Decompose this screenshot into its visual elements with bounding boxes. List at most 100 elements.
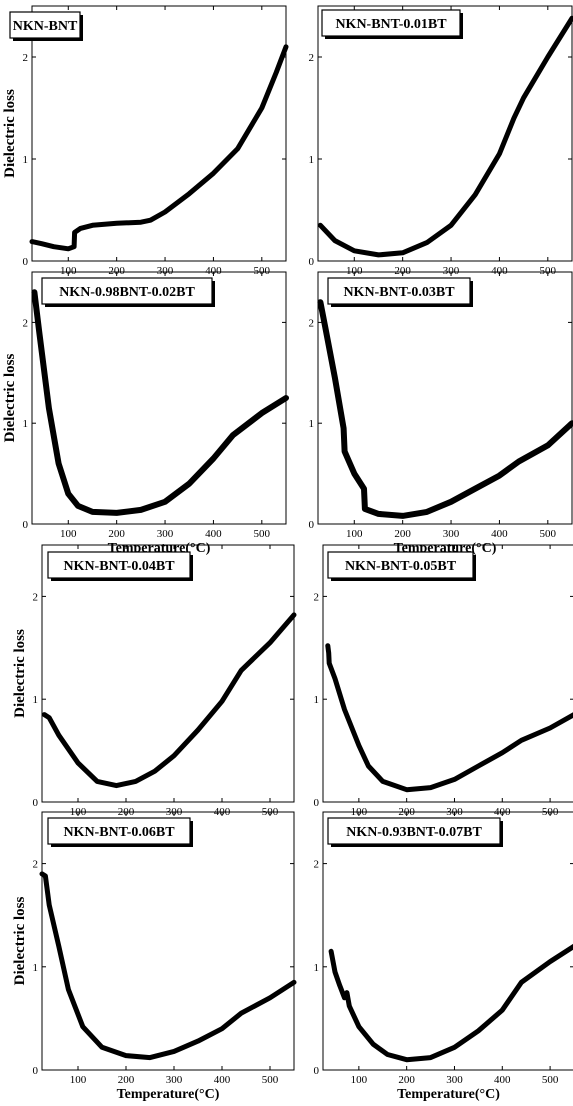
y-tick-label: 0 (309, 256, 315, 268)
panel-title: NKN-BNT-0.05BT (345, 559, 457, 574)
loss-curve (317, 299, 573, 519)
y-tick-label: 0 (33, 1065, 39, 1077)
loss-curve (31, 289, 289, 516)
y-tick-label: 1 (33, 962, 39, 974)
x-tick-label: 400 (205, 265, 222, 277)
panel-title: NKN-BNT-0.06BT (63, 825, 175, 840)
x-tick-label: 100 (346, 265, 363, 277)
y-tick-label: 2 (23, 52, 29, 64)
y-tick-label: 2 (23, 317, 29, 329)
y-axis-label: Dielectric loss (2, 89, 18, 178)
y-tick-label: 2 (314, 591, 320, 603)
x-axis-label: Temperature(°C) (117, 1087, 220, 1102)
y-tick-label: 0 (33, 797, 39, 809)
x-tick-label: 400 (205, 528, 222, 540)
panel-title: NKN-0.93BNT-0.07BT (346, 825, 482, 840)
loss-curve (39, 871, 297, 1061)
y-tick-label: 1 (23, 154, 29, 166)
x-tick-label: 300 (446, 1074, 463, 1086)
x-tick-label: 200 (118, 1074, 135, 1086)
y-axis-label: Dielectric loss (12, 629, 28, 718)
y-tick-label: 1 (33, 694, 39, 706)
y-tick-label: 2 (309, 52, 315, 64)
y-tick-label: 1 (23, 418, 29, 430)
chart-panel-2: 100 200 300 400 500 0 1 2 NKN-BNT-0.01BT (309, 5, 573, 277)
panel-title: NKN-BNT-0.04BT (63, 559, 175, 574)
y-tick-label: 2 (33, 859, 39, 871)
x-tick-label: 200 (398, 1074, 415, 1086)
title-box (327, 817, 501, 845)
title-box (321, 9, 461, 37)
x-tick-label: 200 (394, 528, 411, 540)
x-tick-label: 100 (60, 265, 77, 277)
title-box (327, 551, 474, 579)
chart-panel-3: 100 200 300 400 500 0 1 2 NKN-0.98BNT-0.02BT Diel… (2, 271, 289, 556)
y-tick-label: 0 (314, 797, 320, 809)
chart-panel-8: 100 200 300 400 500 0 1 2 NKN-0.93BNT-0.07BT Temp… (314, 811, 573, 1102)
y-tick-label: 2 (33, 591, 39, 603)
plot-frame (322, 544, 573, 803)
x-tick-label: 400 (491, 528, 508, 540)
loss-curve (29, 44, 289, 252)
plot-frame (317, 5, 573, 262)
loss-curve (317, 15, 573, 258)
y-tick-label: 1 (309, 418, 315, 430)
y-tick-label: 0 (314, 1065, 320, 1077)
x-tick-label: 100 (351, 1074, 368, 1086)
panel-title: NKN-BNT (13, 19, 78, 34)
loss-curve (325, 643, 573, 793)
y-tick-label: 2 (309, 317, 315, 329)
y-tick-label: 0 (309, 519, 315, 531)
x-tick-label: 500 (254, 528, 271, 540)
title-box (47, 817, 191, 845)
y-tick-label: 2 (314, 859, 320, 871)
x-tick-label: 300 (157, 265, 174, 277)
y-axis-label: Dielectric loss (2, 353, 18, 442)
x-tick-label: 500 (254, 265, 271, 277)
x-tick-label: 200 (108, 265, 125, 277)
x-tick-label: 100 (60, 528, 77, 540)
x-tick-label: 300 (443, 265, 460, 277)
x-tick-label: 400 (214, 1074, 231, 1086)
x-tick-label: 200 (394, 265, 411, 277)
x-tick-label: 300 (166, 1074, 183, 1086)
panel-title: NKN-BNT-0.01BT (335, 17, 447, 32)
x-axis-label: Temperature(°C) (397, 1087, 500, 1102)
x-tick-label: 300 (157, 528, 174, 540)
x-tick-label: 400 (491, 265, 508, 277)
title-box (9, 11, 81, 39)
y-tick-label: 0 (23, 256, 29, 268)
panel-title: NKN-0.98BNT-0.02BT (59, 285, 195, 300)
x-tick-label: 100 (346, 528, 363, 540)
x-tick-label: 500 (262, 1074, 279, 1086)
plot-frame (41, 811, 295, 1071)
chart-panel-4: 100 200 300 400 500012NKN-BNT-0.03BTTemperat… (309, 271, 573, 556)
plot-frame (41, 544, 295, 803)
loss-curve (41, 612, 297, 789)
plot-frame (322, 811, 573, 1071)
title-box (327, 277, 471, 305)
x-tick-label: 300 (443, 528, 460, 540)
y-axis-label: Dielectric loss (12, 896, 28, 985)
x-tick-label: 400 (494, 1074, 511, 1086)
chart-panel-7: 100 200 300 400 500 0 1 2 NKN-BNT-0.06BT Dielectr… (12, 811, 297, 1102)
y-tick-label: 1 (314, 962, 320, 974)
plot-frame (31, 5, 287, 262)
y-tick-label: 1 (309, 154, 315, 166)
plot-frame (317, 271, 573, 525)
title-box (41, 277, 213, 305)
loss-curve (328, 943, 573, 1063)
x-tick-label: 200 (108, 528, 125, 540)
chart-panel-5: 100 200 300 400 500012NKN-BNT-0.04BTDielectr… (12, 544, 297, 818)
x-tick-label: 100 (70, 1074, 87, 1086)
chart-panel-1: 100 200 300 400 500 0 1 2 NKN-BNT Dielectric loss (2, 5, 289, 277)
panel-title: NKN-BNT-0.03BT (343, 285, 455, 300)
title-box (47, 551, 191, 579)
y-tick-label: 1 (314, 694, 320, 706)
x-tick-label: 500 (540, 528, 557, 540)
x-tick-label: 500 (540, 265, 557, 277)
plot-frame (31, 271, 287, 525)
y-tick-label: 0 (23, 519, 29, 531)
